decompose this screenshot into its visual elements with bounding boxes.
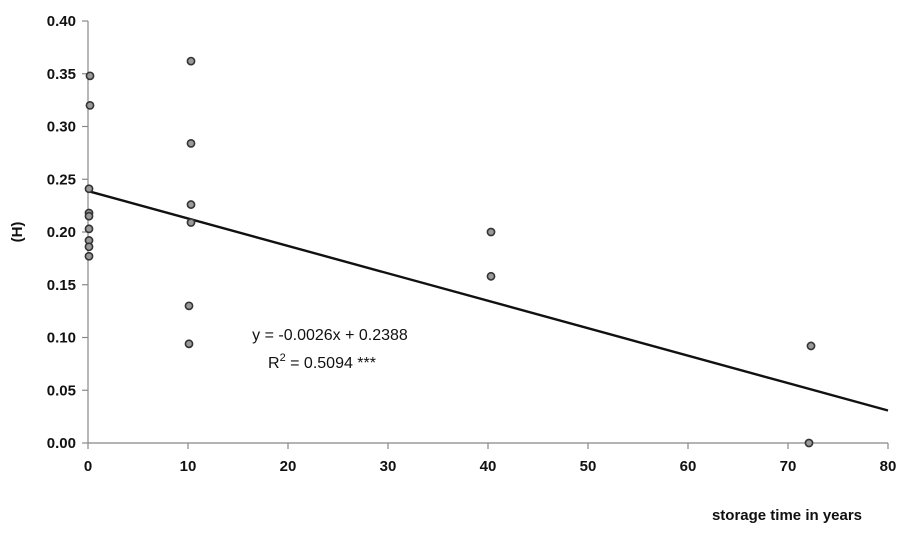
y-tick-label: 0.20 xyxy=(47,224,76,241)
r-squared-superscript: 2 xyxy=(280,352,286,364)
data-point xyxy=(184,301,194,311)
data-point xyxy=(486,271,496,281)
r-squared-value: = 0.5094 *** xyxy=(286,355,376,372)
y-tick-label: 0.40 xyxy=(47,13,76,30)
y-axis-ticks: 0.00 0.05 0.10 0.15 0.20 0.25 0.30 0.35 0.40 xyxy=(47,13,88,452)
data-points xyxy=(84,56,816,448)
data-point xyxy=(184,339,194,349)
data-point xyxy=(186,218,196,227)
data-point xyxy=(85,71,95,81)
x-axis-ticks: 0 10 20 30 40 50 60 70 80 xyxy=(84,443,897,475)
y-tick-label: 0.00 xyxy=(47,435,76,452)
data-point xyxy=(84,211,94,221)
y-tick-label: 0.15 xyxy=(47,277,76,294)
x-tick-label: 80 xyxy=(880,458,897,475)
trendline-group xyxy=(87,189,889,412)
y-tick-label: 0.30 xyxy=(47,119,76,136)
x-tick-label: 40 xyxy=(480,458,497,475)
data-point xyxy=(486,227,496,237)
y-tick-label: 0.25 xyxy=(47,171,76,188)
y-axis-title: (H) xyxy=(9,222,26,243)
y-tick-label: 0.05 xyxy=(47,382,76,399)
data-point xyxy=(806,341,816,351)
x-tick-label: 0 xyxy=(84,458,92,475)
x-tick-label: 30 xyxy=(380,458,397,475)
data-point xyxy=(186,200,196,209)
data-point xyxy=(804,438,814,448)
data-point xyxy=(84,184,94,194)
x-tick-label: 10 xyxy=(180,458,197,475)
data-point xyxy=(84,251,94,261)
y-tick-label: 0.35 xyxy=(47,66,76,83)
trendline xyxy=(87,189,889,412)
data-point xyxy=(186,138,196,148)
x-tick-label: 20 xyxy=(280,458,297,475)
data-point xyxy=(85,101,95,110)
trendline-equation: y = -0.0026x + 0.2388 xyxy=(252,327,408,344)
r-squared-prefix: R xyxy=(268,355,280,372)
data-point xyxy=(84,242,94,252)
data-point xyxy=(84,224,94,234)
data-point xyxy=(186,56,196,66)
x-tick-label: 60 xyxy=(680,458,697,475)
x-tick-label: 70 xyxy=(780,458,797,475)
y-tick-label: 0.10 xyxy=(47,330,76,347)
r-squared-label: R2 = 0.5094 *** xyxy=(268,352,376,372)
x-tick-label: 50 xyxy=(580,458,597,475)
x-axis-title: storage time in years xyxy=(712,507,862,524)
